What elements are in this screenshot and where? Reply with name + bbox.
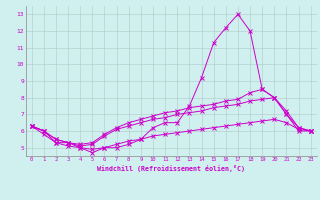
X-axis label: Windchill (Refroidissement éolien,°C): Windchill (Refroidissement éolien,°C) <box>97 165 245 172</box>
